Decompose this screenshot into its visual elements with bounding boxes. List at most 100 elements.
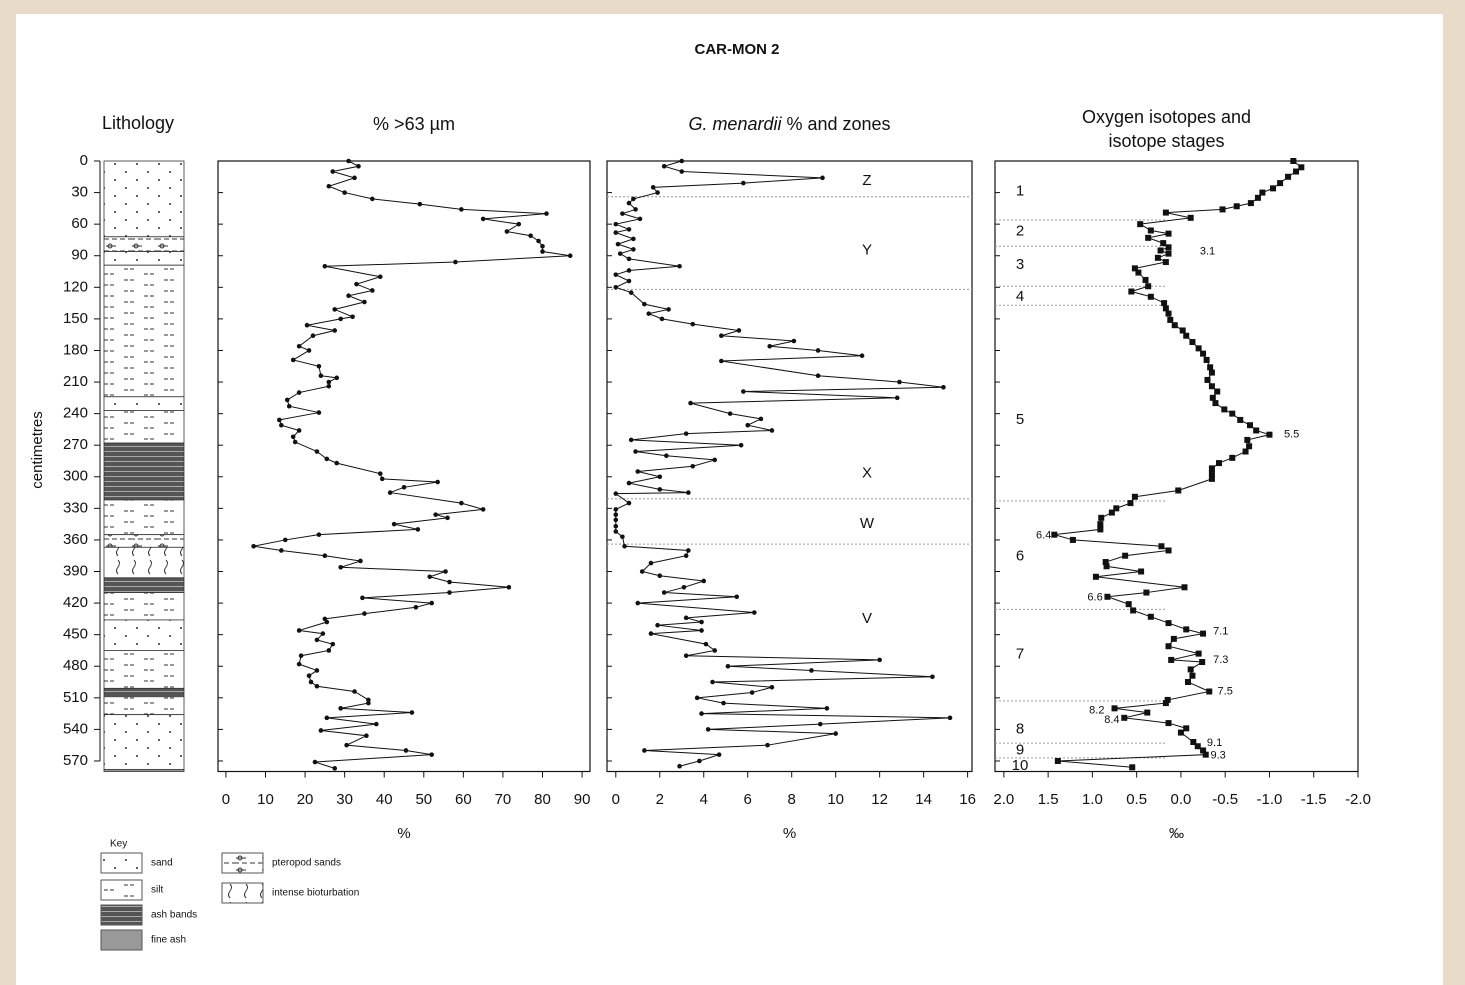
data-point [635,469,640,474]
data-point [568,253,573,258]
data-point [1097,521,1103,527]
data-point [833,731,838,736]
data-point [1253,427,1259,433]
lithology-layer [104,715,184,770]
plot-frame [995,161,1358,772]
data-point [1277,180,1283,186]
lithology-layer [104,547,184,578]
x-tick-label: 80 [534,791,551,808]
x-tick-label: -0.5 [1212,791,1238,808]
x-tick-label: 70 [495,791,512,808]
data-point [712,458,717,463]
data-point [536,239,541,244]
data-point [684,553,689,558]
data-point [1093,574,1099,580]
data-point [1290,158,1296,164]
lithology-layer [104,161,184,237]
data-point [699,620,704,625]
y-tick-label: 390 [63,562,88,579]
data-point [1255,195,1261,201]
panel-title: isotope stages [1108,131,1224,151]
key-swatch [222,853,263,873]
data-point [690,464,695,469]
data-point [344,743,349,748]
data-point [459,501,464,506]
data-point [1203,752,1209,758]
data-point [325,716,330,721]
data-point [297,662,302,667]
lithology-layer [104,620,184,651]
plot-frame [218,161,590,772]
key-swatch [222,883,263,903]
data-point [429,752,434,757]
data-point [1104,594,1110,600]
data-point [287,404,292,409]
point-annotation: 9.1 [1207,737,1222,749]
data-point [360,596,365,601]
data-point [1098,515,1104,521]
data-point [1214,389,1220,395]
data-point [686,490,691,495]
data-point [1166,720,1172,726]
data-point [860,353,865,358]
data-point [1166,311,1172,317]
data-point [818,722,823,727]
data-point [370,288,375,293]
data-point [1122,553,1128,559]
x-axis-label: % [397,825,410,842]
data-point [1166,547,1172,553]
data-point [765,743,770,748]
data-point [655,190,660,195]
data-point [1168,657,1174,663]
data-point [710,680,715,685]
data-point [741,181,746,186]
data-point [299,653,304,658]
stage-label: 10 [1012,757,1029,774]
y-tick-label: 360 [63,531,88,548]
data-point [1163,305,1169,311]
data-point [717,752,722,757]
data-point [1270,185,1276,191]
data-point [342,190,347,195]
x-tick-label: 1.0 [1082,791,1103,808]
data-point [311,333,316,338]
zone-label: Z [862,172,871,189]
data-point [334,376,339,381]
data-point [277,418,282,423]
data-point [1127,500,1133,506]
data-point [627,227,632,232]
data-point [1175,487,1181,493]
data-point [540,249,545,254]
data-point [327,184,332,189]
y-tick-label: 0 [80,152,88,169]
y-tick-label: 420 [63,594,88,611]
data-point [1216,460,1222,466]
data-point [1171,636,1177,642]
data-point [662,164,667,169]
data-point [433,512,438,517]
data-point [1121,715,1127,721]
x-tick-label: 14 [915,791,932,808]
data-point [327,384,332,389]
data-point [1248,200,1254,206]
data-point [726,664,731,669]
data-point [706,727,711,732]
data-point [370,197,375,202]
data-point [1180,327,1186,333]
data-point [752,610,757,615]
data-point [416,527,421,532]
data-point [453,260,458,265]
data-point [620,211,625,216]
stage-label: 3 [1016,256,1024,273]
y-tick-label: 510 [63,689,88,706]
data-point [481,217,486,222]
x-tick-label: 6 [744,791,752,808]
data-point [660,317,665,322]
zone-label: Y [862,241,872,258]
data-point [1104,563,1110,569]
data-point [364,733,369,738]
lithology-layer [104,410,184,443]
y-tick-label: 90 [71,247,88,264]
data-point [354,282,359,287]
data-point [309,680,314,685]
